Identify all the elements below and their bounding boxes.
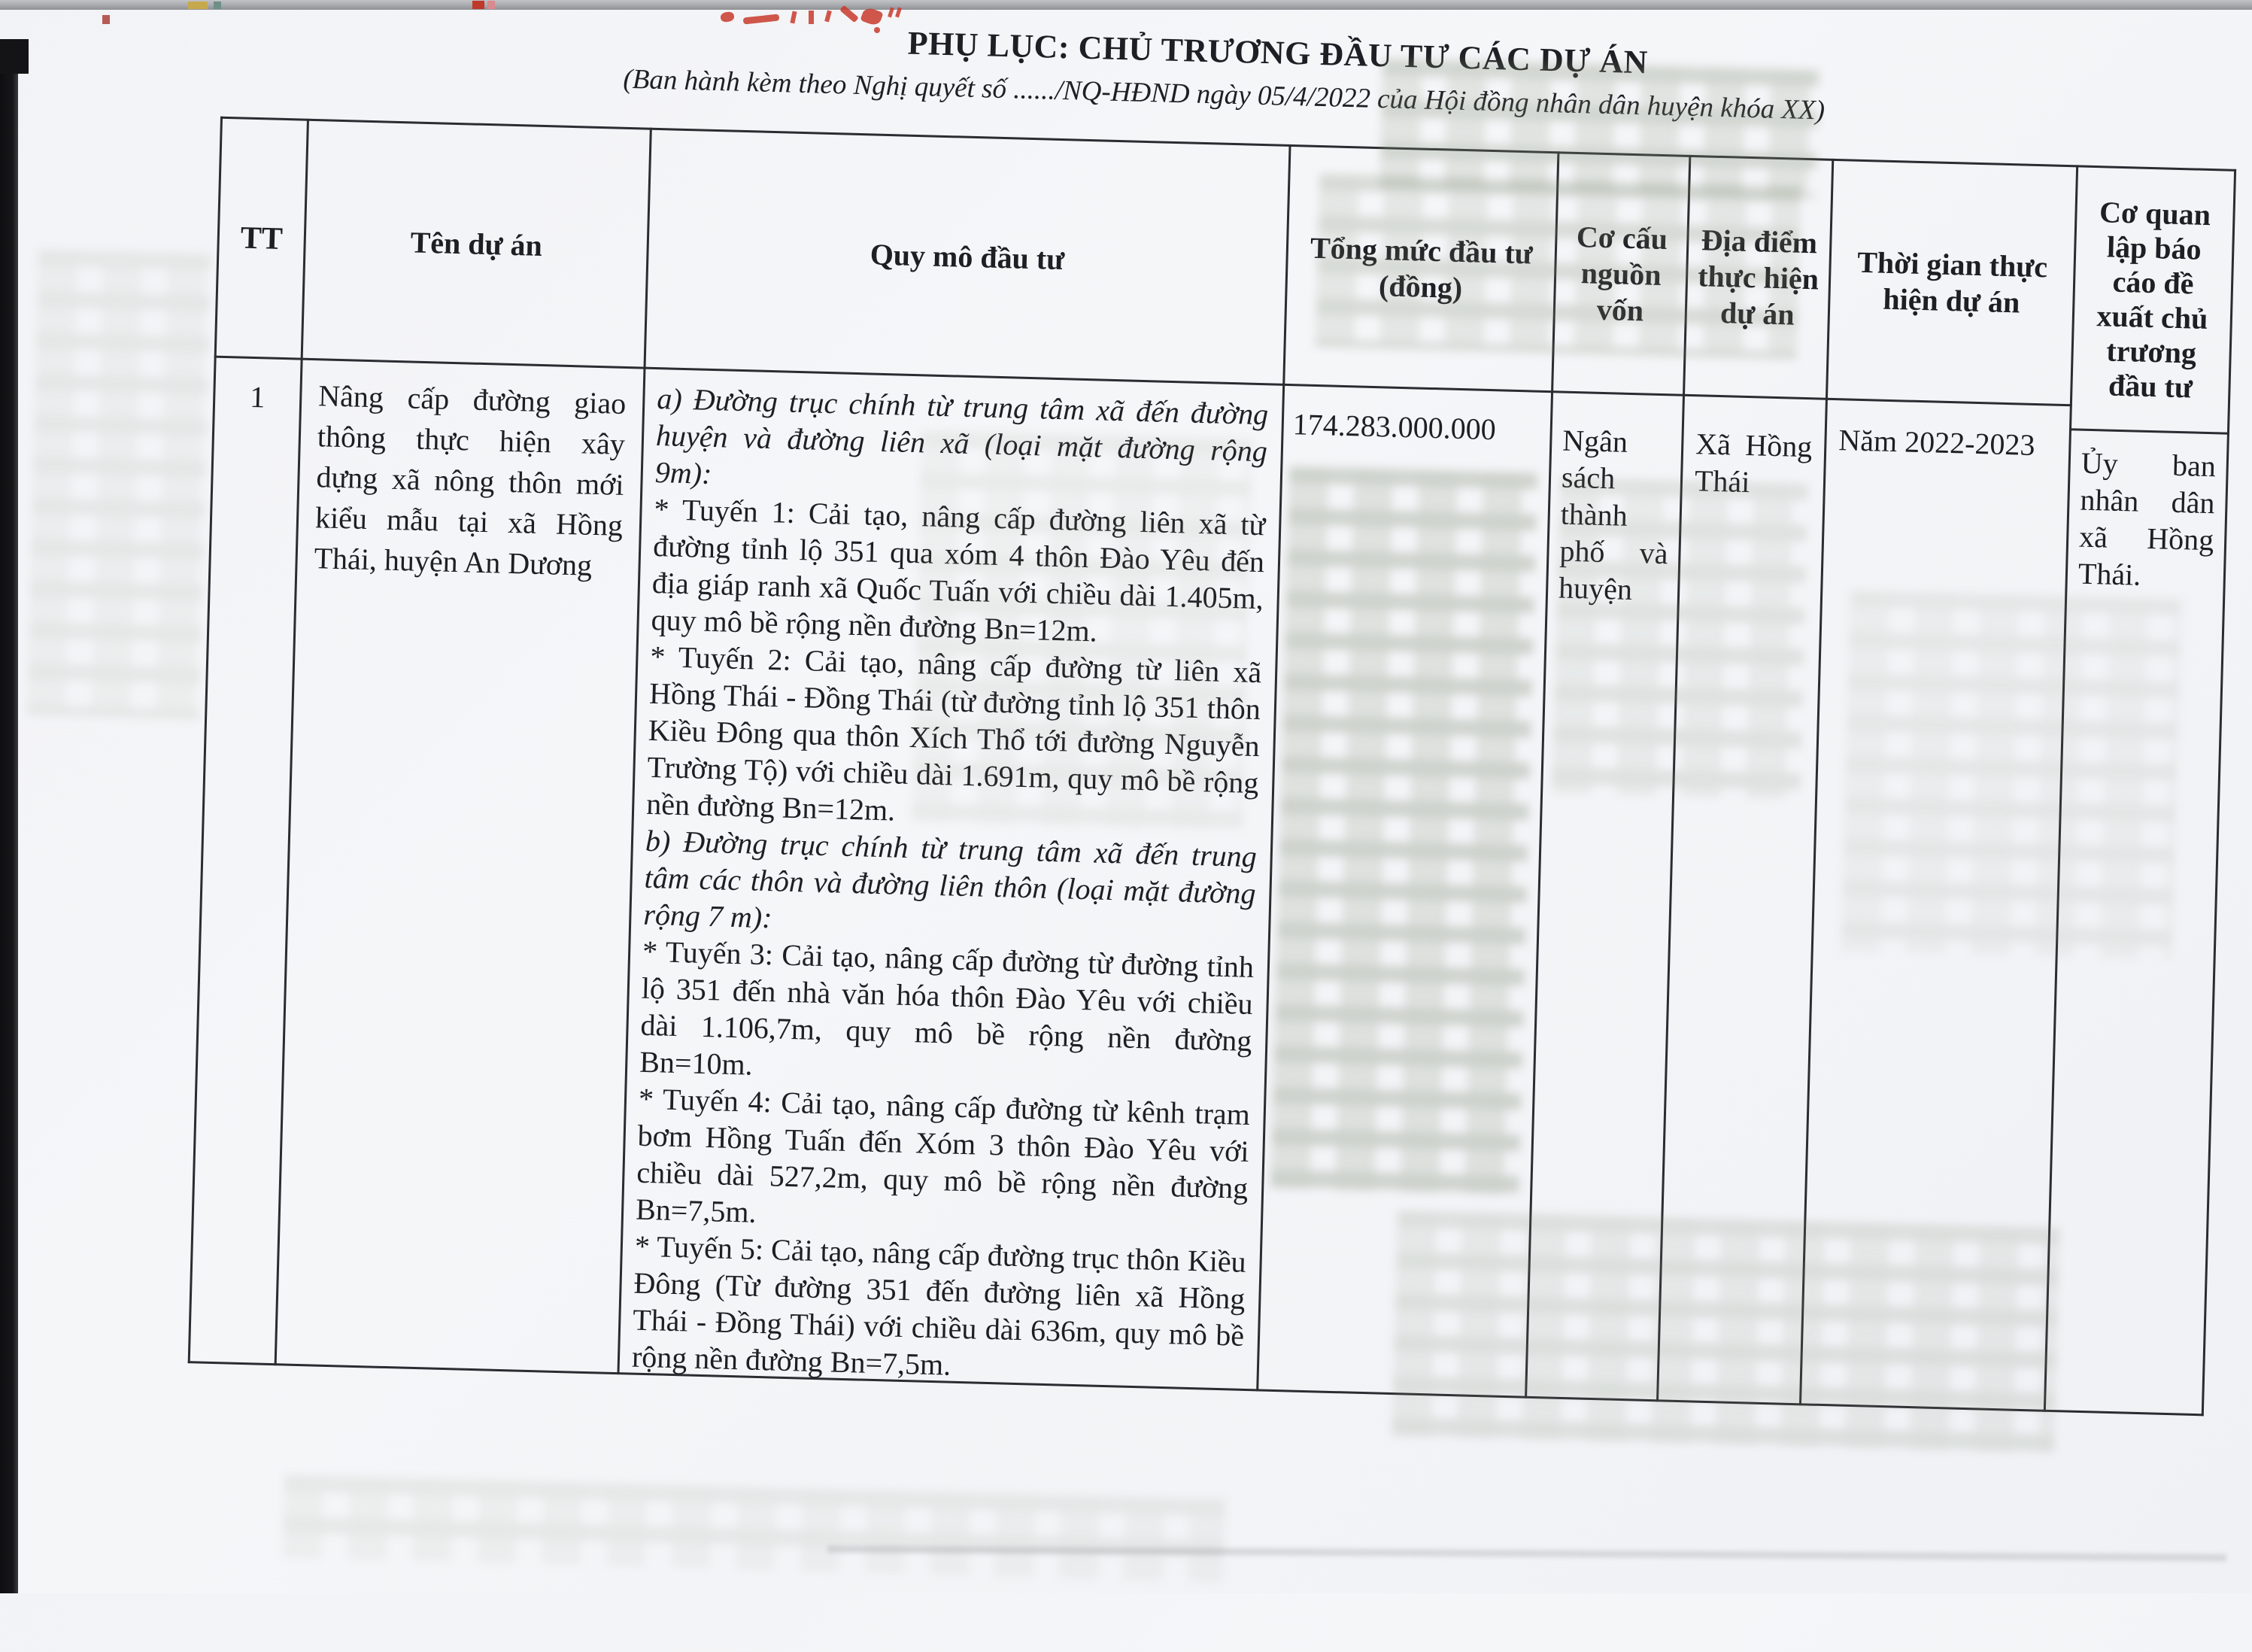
scan-tick-mark xyxy=(188,2,208,9)
red-pen-mark xyxy=(824,10,832,23)
scanner-edge-notch xyxy=(0,39,29,74)
quy-mo-paragraph: a) Đường trục chính từ trung tâm xã đến … xyxy=(654,381,1269,490)
header-cell-thoi-gian: Thời gian thực hiện dự án xyxy=(1856,244,2048,319)
header-cell-ten-du-an: Tên dự án xyxy=(410,224,543,263)
header-cell-tt: TT xyxy=(240,220,284,257)
scan-tick-mark xyxy=(487,1,495,9)
header-cell-dia-diem: Địa điểm thực hiện dự án xyxy=(1697,222,1820,332)
quy-mo-paragraph: * Tuyến 4: Cải tạo, nâng cấp đường từ kê… xyxy=(635,1081,1251,1229)
projects-table: TT Tên dự án Quy mô đầu tư Tổng mức đầu … xyxy=(187,116,2237,1419)
quy-mo-paragraph: * Tuyến 5: Cải tạo, nâng cấp đường trục … xyxy=(631,1228,1247,1382)
row-cell-thoi-gian: Năm 2022-2023 xyxy=(1838,423,2036,463)
scanner-edge-strip-top xyxy=(0,0,2252,10)
header-cell-quy-mo: Quy mô đầu tư xyxy=(870,236,1065,276)
quy-mo-paragraph: * Tuyến 1: Cải tạo, nâng cấp đường liên … xyxy=(651,492,1266,648)
scan-tick-mark xyxy=(102,15,110,24)
bleedthrough-text-region xyxy=(282,1474,1225,1583)
scanner-edge-strip-left xyxy=(0,39,18,1593)
header-cell-tong-muc: Tổng mức đầu tư (đồng) xyxy=(1310,230,1534,305)
quy-mo-paragraph: * Tuyến 3: Cải tạo, nâng cấp đường từ đư… xyxy=(639,934,1255,1082)
red-pen-mark xyxy=(874,27,880,33)
row-cell-dia-diem: Xã Hồng Thái xyxy=(1694,427,1813,500)
page-subtitle: (Ban hành kèm theo Nghị quyết số ....../… xyxy=(623,63,1826,126)
scanned-page: { "page": { "title": "PHỤ LỤC: CHỦ TRƯƠN… xyxy=(0,0,2252,1593)
quy-mo-paragraph: * Tuyến 2: Cải tạo, nâng cấp đường từ li… xyxy=(645,639,1262,828)
scan-tick-mark xyxy=(214,2,221,9)
scan-tick-mark xyxy=(472,1,484,9)
cell-quy-mo: a) Đường trục chính từ trung tâm xã đến … xyxy=(620,369,1283,1389)
row-cell-co-quan: Ủy ban nhân dân xã Hồng Thái. xyxy=(2077,445,2217,592)
row-cell-tong-muc: 174.283.000.000 xyxy=(1292,407,1497,447)
row-cell-co-cau: Ngân sách thành phố và huyện xyxy=(1558,423,1669,607)
header-cell-co-cau: Cơ cấu nguồn vốn xyxy=(1576,219,1668,327)
red-pen-mark xyxy=(809,11,814,24)
quy-mo-paragraph: b) Đường trục chính từ trung tâm xã đến … xyxy=(642,823,1258,935)
bleedthrough-text-region xyxy=(26,249,212,721)
header-cell-co-quan: Cơ quan lập báo cáo đề xuất chủ trương đ… xyxy=(2096,194,2211,404)
row-cell-ten-du-an: Nâng cấp đường giao thông thực hiện xây … xyxy=(314,378,627,582)
